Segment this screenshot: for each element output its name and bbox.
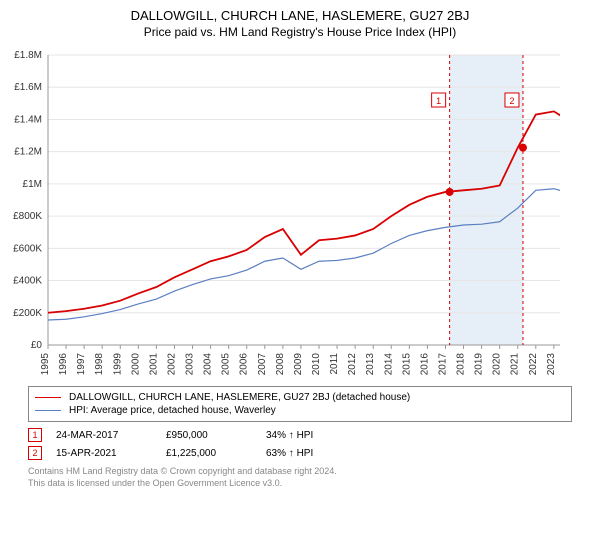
svg-text:2023: 2023 [546,353,557,375]
transaction-price-1: £950,000 [166,430,266,441]
svg-text:1995: 1995 [40,353,51,375]
svg-text:2017: 2017 [437,353,448,375]
transaction-diff-2: 63% ↑ HPI [266,448,366,459]
svg-text:2009: 2009 [293,353,304,375]
svg-text:1: 1 [436,96,441,106]
transactions-table: 1 24-MAR-2017 £950,000 34% ↑ HPI 2 15-AP… [28,426,572,462]
svg-text:£400K: £400K [13,276,42,287]
svg-text:2005: 2005 [221,353,232,375]
chart-plot: £0 £200K £400K £600K £800K £1M £1.2M £1.4M £1.6M… [0,45,600,380]
svg-text:2012: 2012 [347,353,358,375]
svg-text:1999: 1999 [112,353,123,375]
transaction-date-2: 15-APR-2021 [56,448,166,459]
legend-item-hpi: HPI: Average price, detached house, Wave… [35,404,565,417]
svg-text:2018: 2018 [456,353,467,375]
svg-text:£1M: £1M [23,179,42,190]
svg-text:2016: 2016 [419,353,430,375]
svg-text:2015: 2015 [401,353,412,375]
svg-text:2004: 2004 [203,353,214,375]
legend-label-hpi: HPI: Average price, detached house, Wave… [69,405,276,416]
svg-text:£1.2M: £1.2M [14,147,42,158]
svg-text:£800K: £800K [13,211,42,222]
transaction-diff-1: 34% ↑ HPI [266,430,366,441]
svg-text:£0: £0 [31,340,43,351]
svg-text:£600K: £600K [13,243,42,254]
svg-text:1998: 1998 [94,353,105,375]
svg-text:2001: 2001 [148,353,159,375]
footnote-line-2: This data is licensed under the Open Gov… [28,478,572,490]
transaction-row-2: 2 15-APR-2021 £1,225,000 63% ↑ HPI [28,444,572,462]
svg-text:£200K: £200K [13,308,42,319]
svg-text:2003: 2003 [185,353,196,375]
svg-text:2002: 2002 [166,353,177,375]
svg-text:2022: 2022 [528,353,539,375]
chart-subtitle: Price paid vs. HM Land Registry's House … [0,23,600,45]
svg-text:2008: 2008 [275,353,286,375]
legend-item-property: DALLOWGILL, CHURCH LANE, HASLEMERE, GU27… [35,391,565,404]
svg-text:£1.8M: £1.8M [14,50,42,61]
svg-text:2006: 2006 [239,353,250,375]
svg-text:£1.4M: £1.4M [14,114,42,125]
svg-text:2007: 2007 [257,353,268,375]
svg-text:1996: 1996 [58,353,69,375]
chart-title: DALLOWGILL, CHURCH LANE, HASLEMERE, GU27… [0,0,600,23]
transaction-row-1: 1 24-MAR-2017 £950,000 34% ↑ HPI [28,426,572,444]
svg-text:2013: 2013 [365,353,376,375]
footnote: Contains HM Land Registry data © Crown c… [28,466,572,489]
legend: DALLOWGILL, CHURCH LANE, HASLEMERE, GU27… [28,386,572,422]
svg-text:2010: 2010 [311,353,322,375]
footnote-line-1: Contains HM Land Registry data © Crown c… [28,466,572,478]
svg-text:2021: 2021 [510,353,521,375]
line-chart-svg: £0 £200K £400K £600K £800K £1M £1.2M £1.4M £1.6M… [0,45,560,375]
svg-text:2014: 2014 [383,353,394,375]
transaction-price-2: £1,225,000 [166,448,266,459]
legend-swatch-hpi [35,410,61,411]
transaction-marker-1: 1 [28,428,42,442]
chart-container: DALLOWGILL, CHURCH LANE, HASLEMERE, GU27… [0,0,600,560]
svg-text:£1.6M: £1.6M [14,82,42,93]
svg-text:2011: 2011 [329,353,340,375]
svg-text:2: 2 [509,96,514,106]
legend-label-property: DALLOWGILL, CHURCH LANE, HASLEMERE, GU27… [69,392,410,403]
svg-text:2020: 2020 [492,353,503,375]
svg-text:2019: 2019 [474,353,485,375]
transaction-date-1: 24-MAR-2017 [56,430,166,441]
transaction-marker-2: 2 [28,446,42,460]
svg-text:2000: 2000 [130,353,141,375]
legend-swatch-property [35,397,61,399]
svg-text:1997: 1997 [76,353,87,375]
